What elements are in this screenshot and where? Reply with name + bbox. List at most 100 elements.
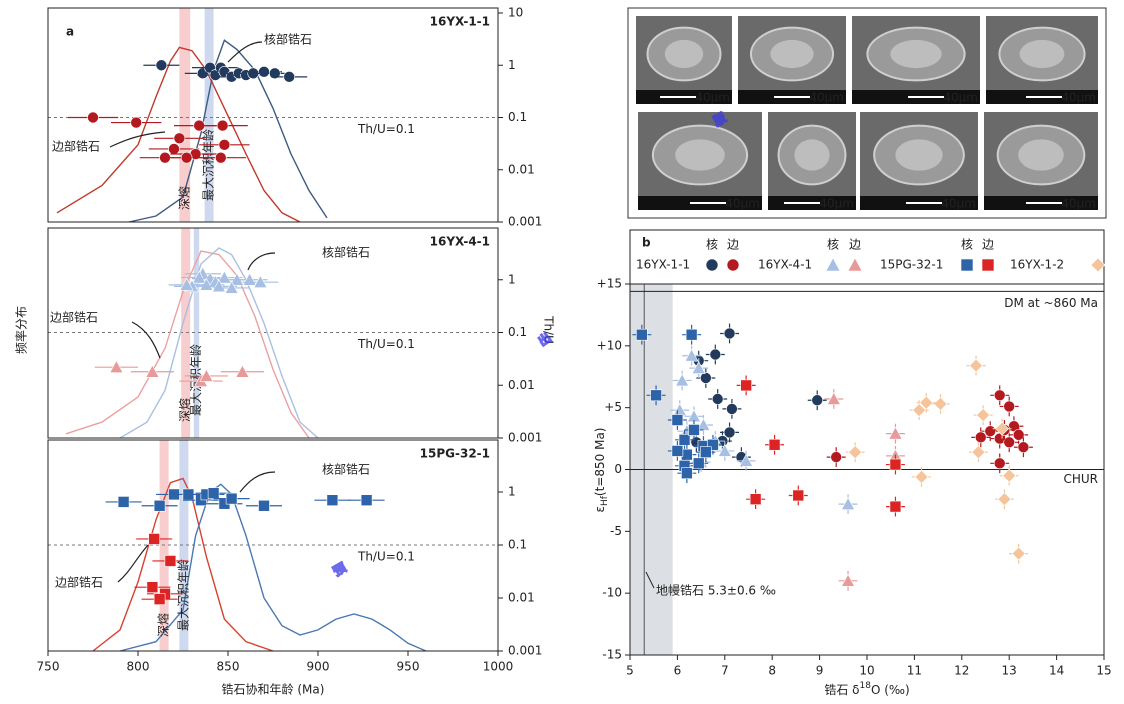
band-label: 最大沉积年龄 — [202, 129, 216, 201]
watermark: 预 — [331, 561, 348, 579]
marker — [977, 409, 990, 422]
marker — [174, 133, 185, 144]
legend-header: 核 — [706, 238, 718, 252]
legend-header: 边 — [849, 238, 861, 252]
y-tick-label: +5 — [604, 400, 622, 414]
y-tick-label: 1 — [508, 485, 516, 499]
legend-label: 16YX-1-2 — [1010, 258, 1064, 272]
scale-label: 40μm — [695, 91, 730, 105]
marker — [169, 143, 180, 154]
marker — [710, 349, 721, 360]
x-tick-label: 13 — [1002, 664, 1017, 678]
marker — [998, 493, 1011, 506]
x-tick-label: 1000 — [483, 660, 514, 674]
marker — [681, 468, 692, 479]
marker — [259, 66, 270, 77]
annotation: 核部锆石 — [264, 32, 312, 47]
legend-label: 16YX-1-1 — [636, 258, 690, 272]
threshold-label: Th/U=0.1 — [357, 337, 415, 351]
x-tick-label: 11 — [907, 664, 922, 678]
y-tick-label: 1 — [508, 272, 516, 286]
y-tick-label: 0.01 — [508, 591, 535, 605]
marker — [636, 329, 647, 340]
marker — [970, 359, 983, 372]
marker — [688, 424, 699, 435]
marker — [1003, 469, 1016, 482]
marker — [165, 555, 176, 566]
y-axis-label: 频率分布 — [14, 306, 29, 354]
marker — [1018, 442, 1029, 453]
threshold-label: Th/U=0.1 — [357, 550, 415, 564]
marker — [849, 446, 862, 459]
marker — [284, 71, 295, 82]
marker — [890, 459, 901, 470]
marker — [1012, 547, 1025, 560]
x-label-part: O (‰) — [871, 683, 910, 697]
marker — [994, 390, 1005, 401]
marker — [793, 490, 804, 501]
x-tick-label: 950 — [397, 660, 420, 674]
x-tick-label: 5 — [626, 664, 634, 678]
marker — [154, 594, 165, 605]
marker — [147, 582, 158, 593]
marker — [890, 501, 901, 512]
x-tick-label: 6 — [674, 664, 682, 678]
leader — [248, 253, 275, 270]
zircon-core — [675, 139, 725, 170]
y-tick-label: 0.1 — [508, 538, 527, 552]
marker — [700, 372, 711, 383]
marker — [679, 434, 690, 445]
x-tick-label: 14 — [1049, 664, 1064, 678]
marker — [217, 120, 228, 131]
marker — [154, 500, 165, 511]
reference-label: DM at ~860 Ma — [1004, 296, 1098, 310]
y-tick-label: 0.01 — [508, 162, 535, 176]
annotation: 边部锆石 — [55, 575, 103, 590]
marker — [724, 328, 735, 339]
y-tick-label: 0.001 — [508, 215, 542, 229]
marker — [686, 329, 697, 340]
marker — [215, 152, 226, 163]
marker — [1013, 429, 1024, 440]
x-tick-label: 850 — [217, 660, 240, 674]
x-tick-label: 9 — [816, 664, 824, 678]
zircon-core — [794, 139, 829, 170]
y-tick-label: 0.01 — [508, 378, 535, 392]
marker — [1004, 437, 1015, 448]
y-tick-label: 10 — [508, 6, 523, 20]
legend-label: 16YX-4-1 — [758, 258, 812, 272]
x-tick-label: 8 — [768, 664, 776, 678]
legend-marker — [706, 259, 718, 271]
legend-marker — [727, 259, 739, 271]
x-tick-label: 10 — [859, 664, 874, 678]
reference-label: CHUR — [1063, 472, 1098, 486]
marker — [1004, 401, 1015, 412]
marker — [651, 390, 662, 401]
marker — [712, 394, 723, 405]
marker — [149, 533, 160, 544]
y-label-part: (t=850 Ma) — [593, 428, 607, 497]
x-axis-label: 锆石协和年龄 (Ma) — [222, 682, 325, 697]
zircon-core — [770, 40, 813, 68]
panel-label: b — [642, 236, 651, 250]
legend-marker — [982, 259, 994, 271]
sample-name: 15PG-32-1 — [420, 447, 490, 461]
marker — [750, 494, 761, 505]
annotation: 核部锆石 — [322, 462, 370, 477]
scale-label: 40μm — [1061, 197, 1096, 211]
legend-marker — [1091, 258, 1105, 272]
marker — [361, 495, 372, 506]
threshold-label: Th/U=0.1 — [357, 122, 415, 136]
zircon-core — [1018, 139, 1064, 170]
marker — [693, 458, 704, 469]
x-tick-label: 750 — [37, 660, 60, 674]
panel-label: a — [66, 25, 74, 39]
y-tick-label: 0.1 — [508, 110, 527, 124]
x-tick-label: 900 — [307, 660, 330, 674]
density-curve — [120, 248, 318, 438]
sample-name: 16YX-1-1 — [430, 15, 490, 29]
figure: Th/U=0.1深熔最大沉积年龄核部锆石边部锆石16YX-1-11010.10.… — [0, 0, 1124, 704]
marker — [181, 152, 192, 163]
y-tick-label: 0.1 — [508, 325, 527, 339]
legend-marker — [961, 259, 973, 271]
